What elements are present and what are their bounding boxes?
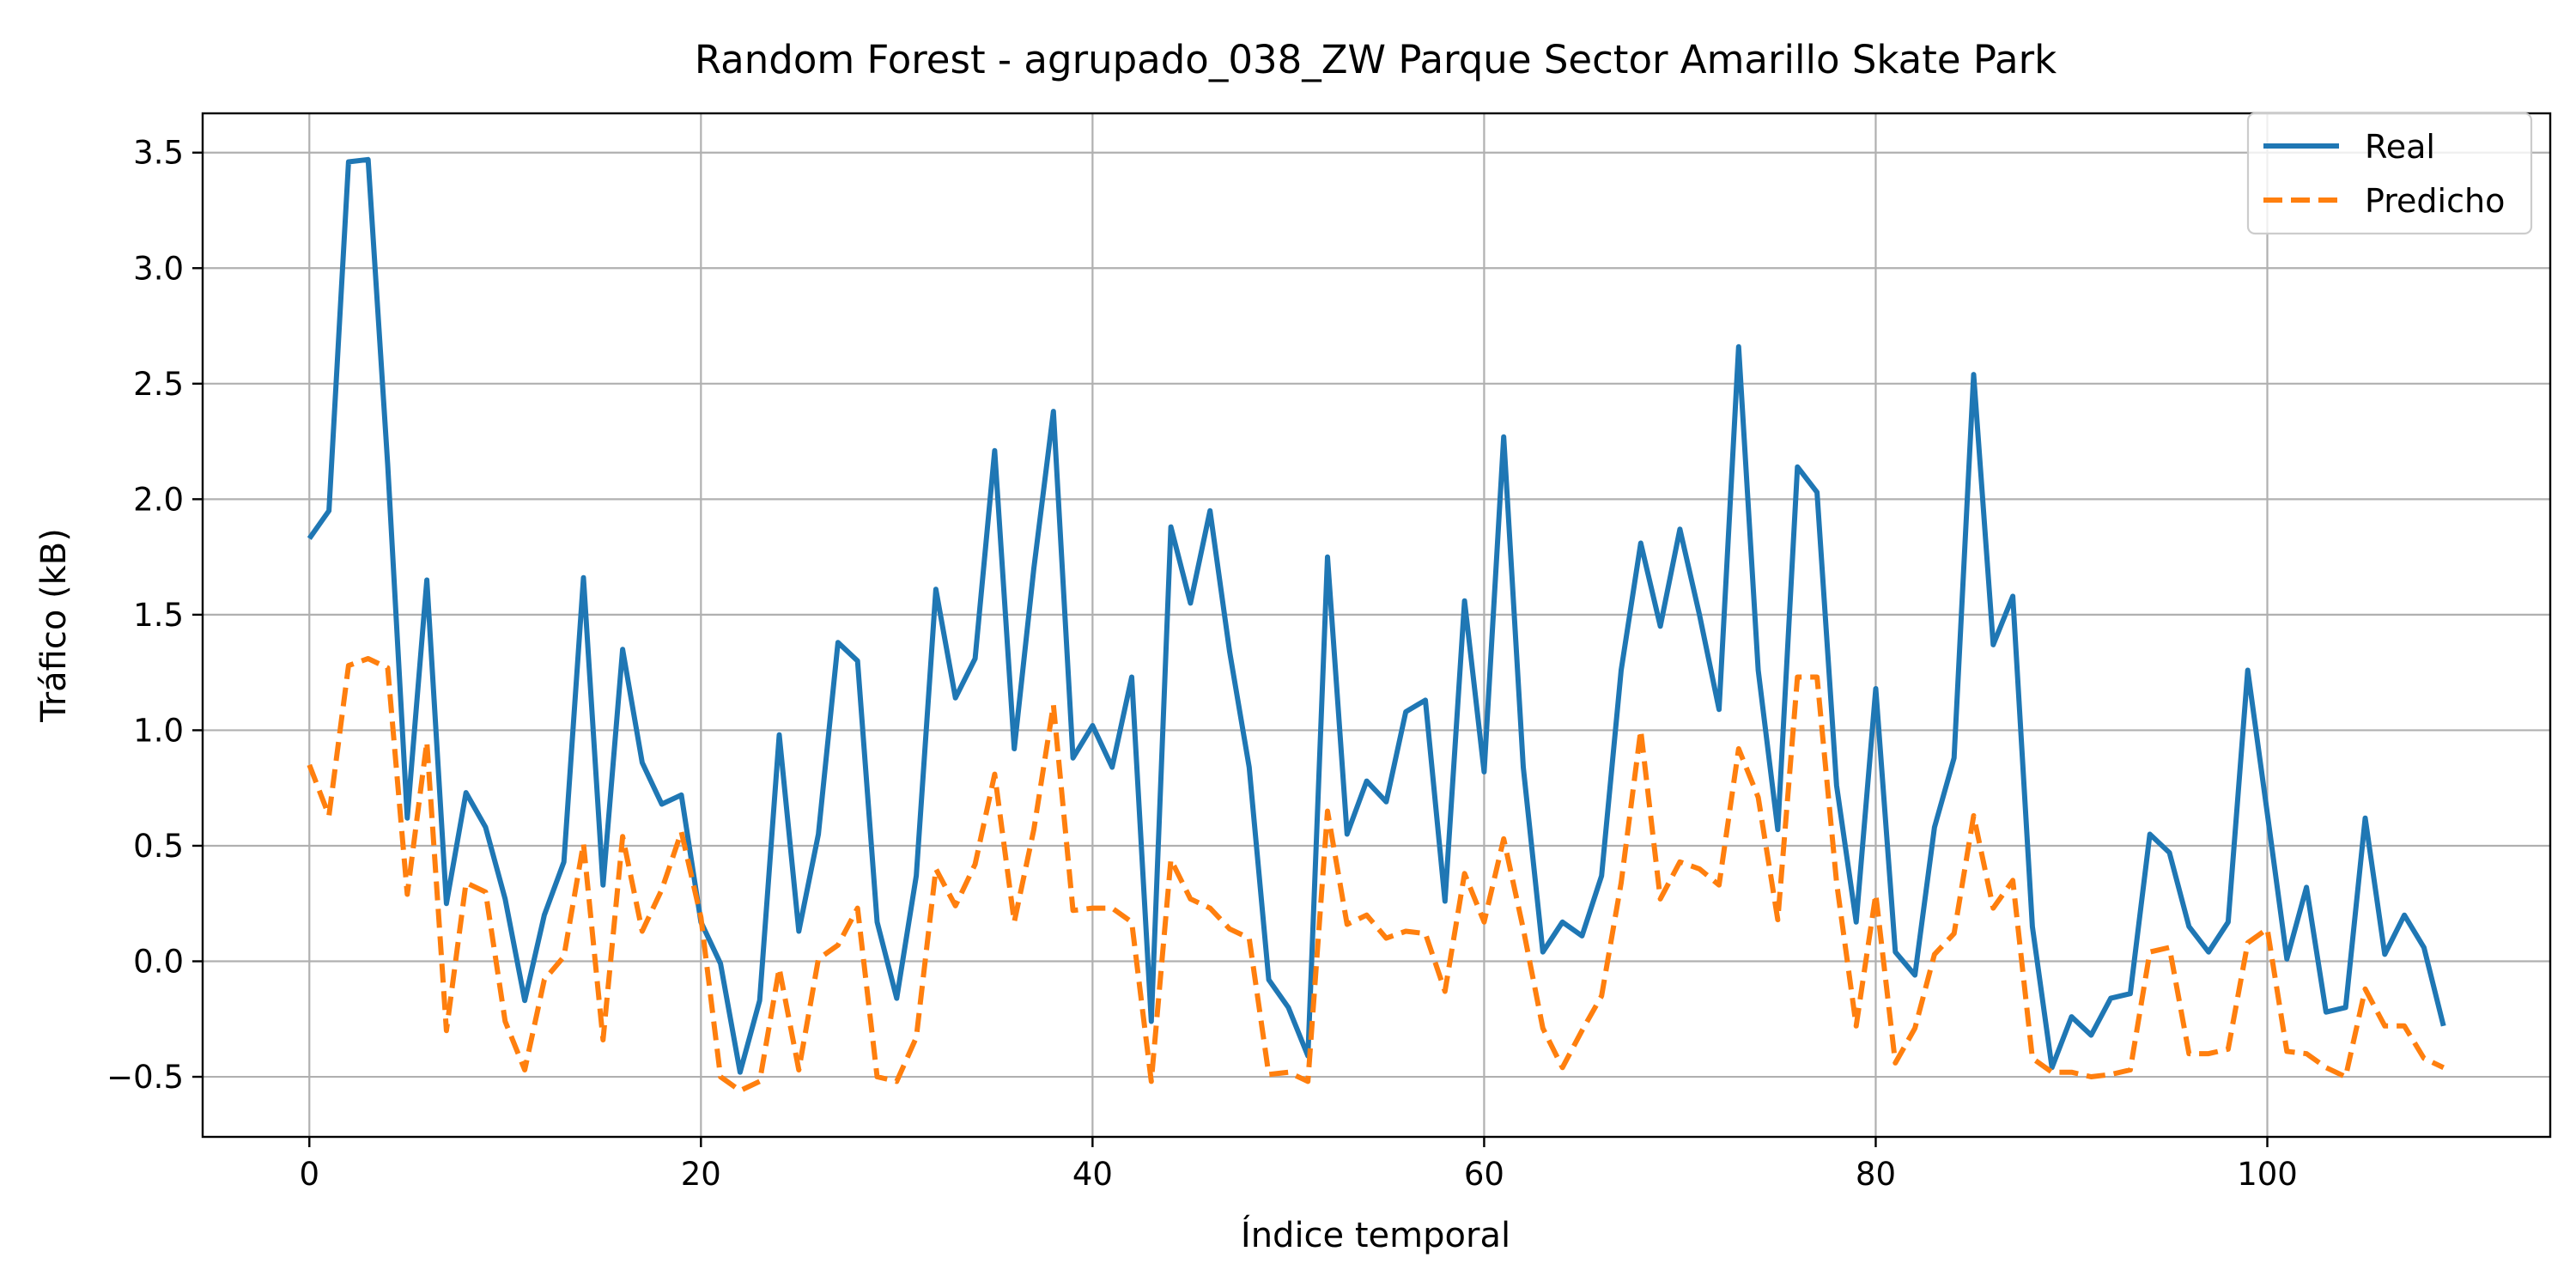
x-tick-label: 20: [681, 1156, 721, 1193]
legend-label-real: Real: [2365, 128, 2435, 166]
plot-frame: [201, 112, 2552, 1139]
axis-ticks: 0 20 40 60 80 100 −0.5 0.0 0.5 1.0 1.5 2.0 2.5 3.0 3.5: [106, 135, 2298, 1193]
x-tick-label: 40: [1072, 1156, 1113, 1193]
x-tick-label: 100: [2237, 1156, 2298, 1193]
y-axis-label: Tráfico (kB): [34, 528, 74, 723]
y-tick-label: −0.5: [106, 1059, 184, 1096]
series-line-predicho: [307, 656, 2445, 1094]
series-line-real: [307, 156, 2446, 1075]
grid-lines: [203, 113, 2550, 1137]
y-tick-label: 2.5: [133, 366, 184, 403]
y-tick-label: 3.0: [133, 250, 184, 287]
chart-title: Random Forest - agrupado_038_ZW Parque S…: [695, 37, 2057, 82]
y-tick-label: 1.0: [133, 712, 184, 749]
y-tick-label: 3.5: [133, 135, 184, 172]
y-tick-label: 0.5: [133, 828, 184, 865]
y-tick-label: 1.5: [133, 597, 184, 634]
series-lines: [307, 156, 2446, 1094]
x-tick-label: 80: [1856, 1156, 1896, 1193]
legend-label-predicho: Predicho: [2365, 182, 2505, 220]
y-tick-label: 0.0: [133, 944, 184, 981]
x-axis-label: Índice temporal: [1241, 1214, 1510, 1255]
y-tick-label: 2.0: [133, 481, 184, 518]
x-tick-label: 0: [299, 1156, 319, 1193]
x-tick-label: 60: [1464, 1156, 1504, 1193]
legend: Real Predicho: [2246, 112, 2533, 235]
